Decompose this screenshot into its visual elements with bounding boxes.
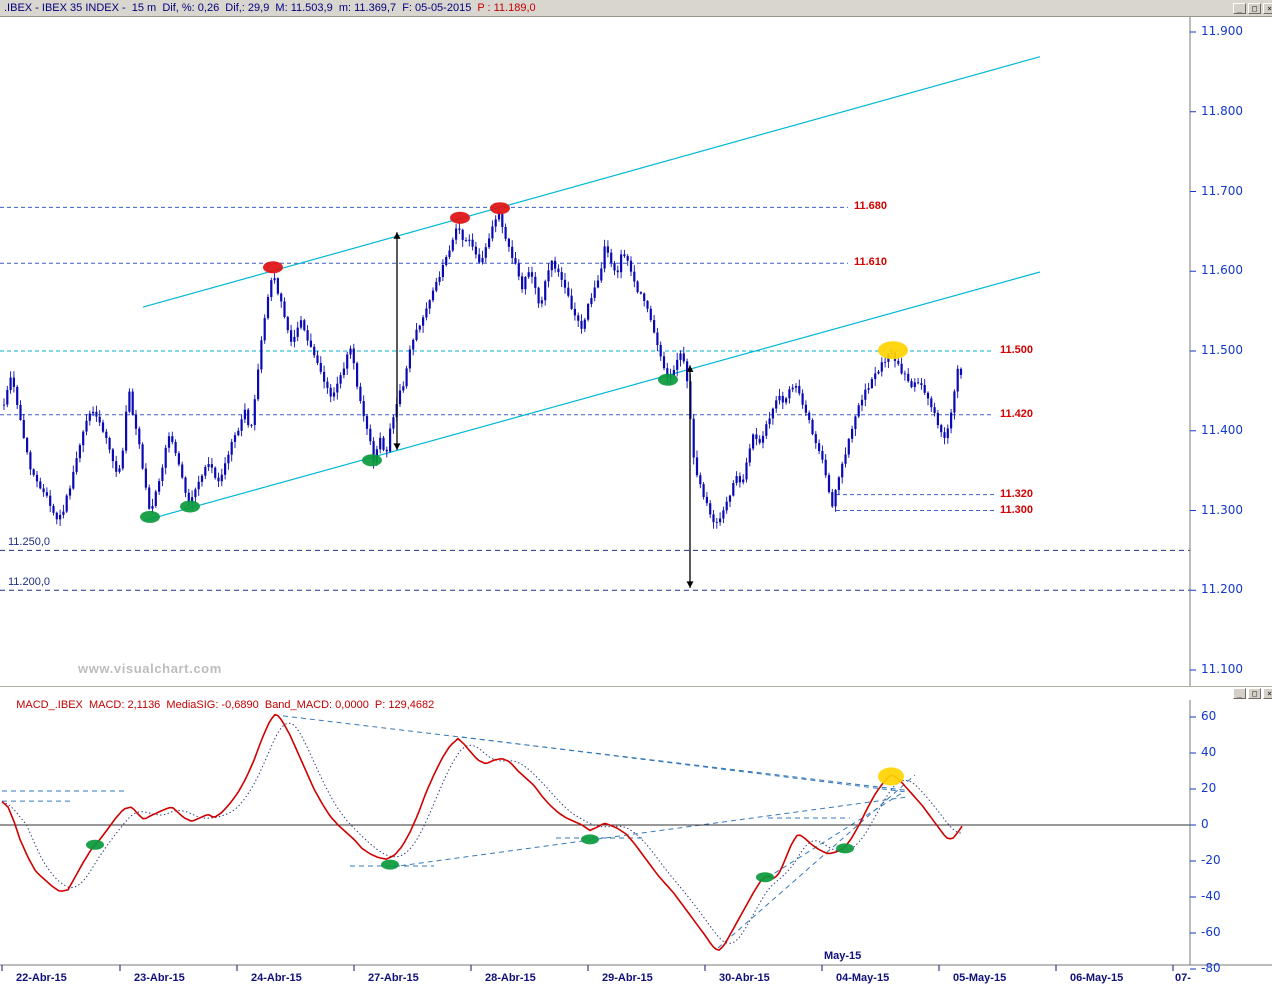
green-pivot-marker	[658, 373, 678, 386]
axes	[0, 17, 1272, 971]
green-pivot-marker	[581, 834, 599, 845]
minimize-button-chart[interactable]: _	[1233, 3, 1246, 14]
macd-pivot-markers	[86, 767, 904, 883]
chart-title: .IBEX - IBEX 35 INDEX - 15 m Dif, %: 0,2…	[4, 2, 472, 14]
green-pivot-marker	[836, 843, 854, 854]
green-pivot-marker	[756, 872, 774, 883]
green-pivot-marker	[86, 839, 104, 850]
support-resistance-lines	[0, 206, 1190, 591]
minimize-button-macd[interactable]: _	[1233, 688, 1246, 699]
window-controls-macd: _ □ ×	[1233, 688, 1272, 699]
trend-channel-lines	[142, 56, 1041, 522]
maximize-button-macd[interactable]: □	[1248, 688, 1261, 699]
close-button-chart[interactable]: ×	[1263, 3, 1272, 14]
red-pivot-marker	[490, 202, 510, 215]
window-controls-main: _ □ ×	[1233, 3, 1272, 14]
green-pivot-marker	[381, 859, 399, 870]
yellow-pivot-marker	[878, 767, 904, 786]
candlestick-series	[2, 210, 963, 529]
maximize-button-chart[interactable]: □	[1248, 3, 1261, 14]
macd-signal-line	[1, 722, 963, 944]
green-pivot-marker	[362, 454, 382, 467]
pivot-markers	[140, 202, 908, 523]
macd-panel-header: MACD_.IBEX MACD: 2,1136 MediaSIG: -0,689…	[0, 686, 1272, 711]
watermark: www.visualchart.com	[78, 661, 222, 676]
green-pivot-marker	[180, 500, 200, 513]
chart-window-titlebar: .IBEX - IBEX 35 INDEX - 15 m Dif, %: 0,2…	[0, 0, 1272, 17]
yellow-pivot-marker	[878, 341, 908, 360]
macd-indicator-values: MACD_.IBEX MACD: 2,1136 MediaSIG: -0,689…	[16, 699, 435, 711]
chart-title-last-price: P : 11.189,0	[477, 2, 536, 14]
red-pivot-marker	[263, 261, 283, 274]
red-pivot-marker	[450, 211, 470, 224]
green-pivot-marker	[140, 510, 160, 523]
macd-trendlines	[2, 715, 916, 949]
close-button-macd[interactable]: ×	[1263, 688, 1272, 699]
macd-line	[1, 713, 963, 951]
measure-arrows	[393, 232, 694, 588]
